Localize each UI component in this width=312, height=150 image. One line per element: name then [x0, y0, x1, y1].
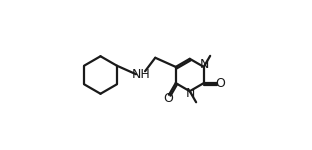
Text: N: N [200, 58, 209, 71]
Text: O: O [163, 93, 173, 105]
Text: N: N [186, 87, 195, 100]
Text: O: O [216, 77, 226, 90]
Text: NH: NH [131, 68, 150, 81]
